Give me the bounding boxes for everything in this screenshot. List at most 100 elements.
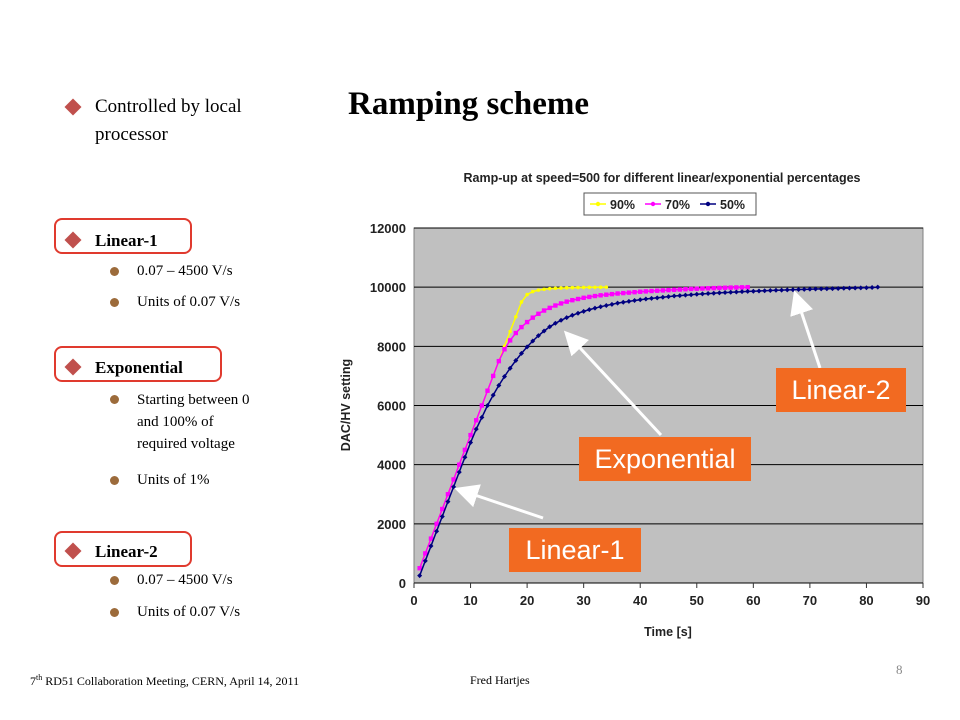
data-point [779, 287, 785, 293]
data-point [575, 296, 581, 302]
linear2-callout: Linear-2 [776, 368, 906, 412]
data-point [474, 418, 479, 423]
data-point [519, 324, 524, 330]
data-point [728, 289, 734, 295]
intro-line-2: processor [95, 124, 168, 145]
dot-bullet-icon [110, 298, 119, 307]
exponential-highlight-box [54, 346, 222, 382]
data-point [445, 492, 451, 497]
data-point [496, 382, 502, 388]
legend-label: 50% [720, 198, 745, 212]
dot-bullet-icon [110, 576, 119, 585]
data-point [626, 298, 632, 304]
linear1-item-1: 0.07 – 4500 V/s [137, 263, 233, 279]
footer-meeting: 7th RD51 Collaboration Meeting, CERN, Ap… [30, 673, 300, 688]
y-tick-label: 4000 [377, 458, 406, 473]
data-point [818, 286, 824, 292]
data-point [525, 292, 529, 297]
data-point [593, 285, 597, 290]
linear1-highlight-box [54, 218, 192, 254]
data-point [643, 289, 649, 294]
exponential-item-1-line-2: and 100% of [137, 414, 214, 430]
data-point [462, 447, 468, 453]
data-point [417, 573, 423, 579]
data-point [576, 285, 580, 290]
data-point [824, 286, 830, 292]
data-point [485, 403, 491, 408]
exponential-arrow [563, 330, 663, 437]
data-point [705, 286, 711, 291]
data-point [422, 558, 428, 564]
data-point [813, 286, 819, 292]
data-point [586, 307, 592, 313]
x-tick-label: 40 [633, 593, 647, 608]
data-point [666, 287, 671, 293]
data-point [733, 289, 739, 295]
data-point [542, 287, 546, 292]
data-point [830, 286, 836, 292]
y-tick-label: 8000 [377, 339, 406, 354]
data-point [457, 462, 462, 467]
data-point [490, 392, 496, 398]
linear2-heading: Linear-2 [95, 542, 158, 561]
y-tick-label: 6000 [377, 399, 406, 414]
data-point [445, 499, 451, 505]
data-point [677, 293, 683, 299]
data-point [637, 297, 643, 303]
data-point [863, 285, 869, 291]
legend-label: 90% [610, 198, 635, 212]
data-point [677, 287, 683, 292]
data-point [513, 358, 519, 364]
data-point [649, 295, 655, 301]
data-point [683, 287, 688, 292]
page-number: 8 [896, 662, 903, 677]
data-point [694, 291, 700, 297]
dot-bullet-icon [110, 395, 119, 404]
data-point [604, 292, 609, 297]
data-point [745, 288, 751, 294]
x-tick-label: 0 [410, 593, 417, 608]
data-point [490, 373, 496, 379]
linear2-arrow [790, 290, 822, 369]
data-point [739, 285, 745, 290]
data-point [473, 426, 479, 432]
data-point [666, 294, 671, 300]
data-point [841, 285, 847, 291]
data-point [552, 320, 558, 326]
data-point [541, 308, 547, 313]
legend-marker [595, 201, 601, 207]
dot-bullet-icon [110, 608, 119, 617]
data-point [514, 314, 518, 319]
bullet-list: Controlled by local processor Linear-1 0… [54, 0, 320, 640]
data-point [479, 414, 485, 420]
data-point [559, 286, 563, 290]
data-point [524, 344, 530, 350]
data-point [739, 289, 745, 295]
data-point [564, 286, 569, 290]
data-point [615, 300, 621, 306]
data-point [535, 333, 541, 339]
data-point [581, 308, 587, 314]
x-tick-label: 90 [916, 593, 930, 608]
data-point [722, 290, 728, 296]
data-point [598, 285, 603, 290]
data-point [502, 347, 507, 352]
data-point [547, 305, 552, 311]
data-point [558, 317, 564, 323]
data-point [688, 286, 694, 292]
data-point [564, 299, 569, 304]
chart-title: Ramp-up at speed=500 for different linea… [464, 171, 861, 185]
data-point [717, 285, 722, 291]
data-point [716, 290, 722, 296]
linear2-item-1: 0.07 – 4500 V/s [137, 572, 233, 588]
data-point [846, 285, 852, 291]
data-point [649, 288, 654, 294]
data-point [524, 319, 530, 325]
linear1-item-2: Units of 0.07 V/s [137, 294, 241, 310]
data-point [688, 292, 694, 298]
data-point [682, 292, 688, 298]
data-point [621, 290, 626, 296]
data-point [869, 285, 875, 291]
data-point [468, 439, 474, 445]
